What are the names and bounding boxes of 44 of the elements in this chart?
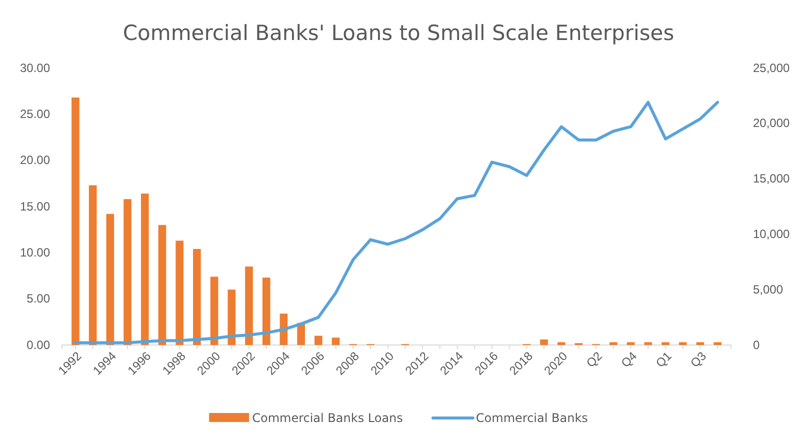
bar [678,342,687,345]
bar [210,276,218,345]
bar [158,224,166,345]
bar [626,342,635,345]
bar [228,290,236,345]
y2-tick-label: 15,000 [753,172,790,186]
legend-label: Commercial Banks [476,411,588,425]
y-tick-label: 15.00 [20,199,50,214]
y-tick-label: 25.00 [20,107,50,122]
y-tick-label: 5.00 [26,292,50,306]
bar [193,248,201,345]
y-tick-label: 20.00 [20,153,50,168]
bar [644,342,652,345]
y-tick-label: 30.00 [20,60,50,75]
y-tick-label: 0.00 [26,338,50,352]
bar [540,339,548,345]
x-tick-label: Q1 [653,348,674,370]
bar [610,342,618,345]
bar [557,342,566,345]
y-tick-label: 10.00 [20,246,50,260]
bar [176,240,184,345]
bar [714,342,722,345]
line-series [74,100,720,344]
x-tick-label: Q4 [618,348,640,370]
bar [696,342,704,345]
bar [314,336,322,345]
bar [106,214,114,345]
bar [332,338,340,345]
chart-title: Commercial Banks' Loans to Small Scale Enterprises [122,21,674,45]
bar [72,98,80,345]
y2-tick-label: 25,000 [753,60,790,75]
legend-label: Commercial Banks Loans [252,411,403,425]
x-tick-label: Q3 [688,348,710,370]
bar [662,342,670,345]
bar [262,278,270,345]
y2-tick-label: 0 [753,338,760,352]
bar [140,194,149,345]
y2-tick-label: 10,000 [753,227,790,242]
y2-tick-label: 20,000 [753,116,790,130]
bar [124,199,132,345]
x-tick-label: Q2 [584,348,606,370]
bar [245,266,253,345]
y2-tick-label: 5,000 [753,282,784,296]
bar [88,185,97,345]
